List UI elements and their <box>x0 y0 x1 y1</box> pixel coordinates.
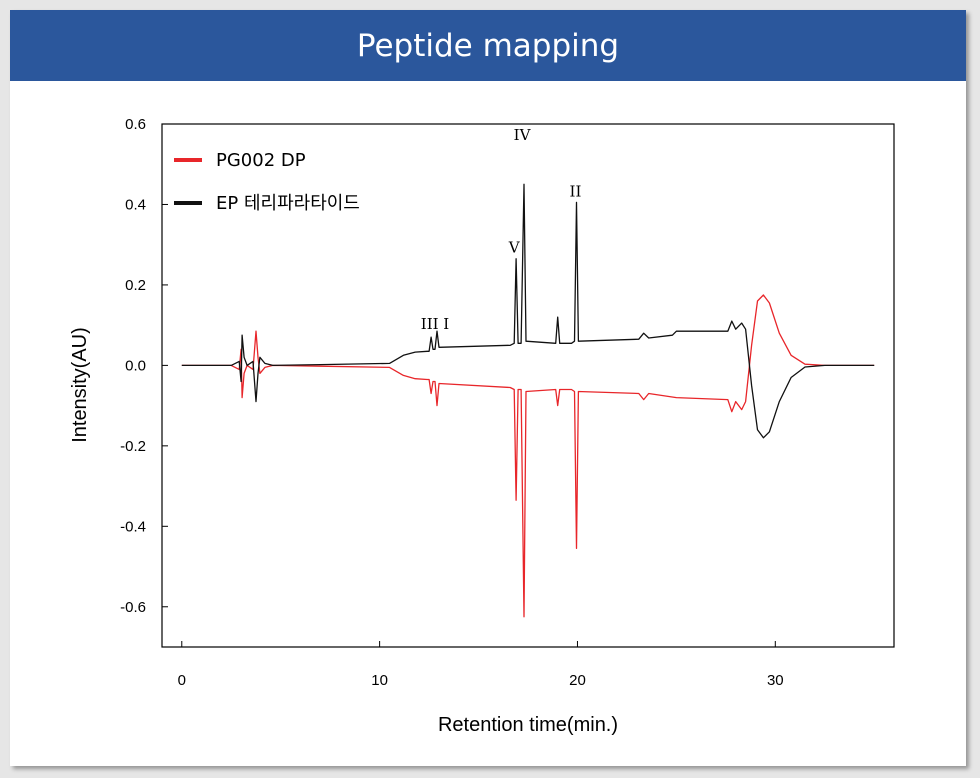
y-tick-label: 0.0 <box>125 357 146 374</box>
y-tick-label: -0.6 <box>120 599 146 616</box>
x-axis: 0 10 20 30 <box>178 641 784 689</box>
title-bar: Peptide mapping <box>10 10 966 81</box>
y-tick-label: -0.4 <box>120 518 146 535</box>
peak-label: IV <box>514 126 532 144</box>
y-tick-label: 0.6 <box>125 116 146 133</box>
peak-label: V <box>508 239 521 257</box>
y-axis: 0.6 0.4 0.2 0.0 -0.2 -0.4 -0.6 <box>120 116 168 616</box>
y-axis-title: Intensity(AU) <box>69 327 91 443</box>
x-tick-label: 20 <box>569 672 586 689</box>
series-line-ep <box>181 183 875 439</box>
plot-area <box>161 123 895 648</box>
x-axis-title: Retention time(min.) <box>438 714 618 736</box>
peak-annotations: III I V IV II <box>421 126 582 333</box>
y-tick-label: 0.2 <box>125 277 146 294</box>
slide: Peptide mapping <box>10 10 966 766</box>
series-lines <box>181 183 875 618</box>
x-tick-label: 10 <box>371 672 388 689</box>
legend: PG002 DP EP 테리파라타이드 <box>174 150 360 214</box>
series-line-pg002 <box>181 294 875 618</box>
legend-label-ep: EP 테리파라타이드 <box>216 193 360 214</box>
y-tick-label: 0.4 <box>125 196 146 213</box>
peak-label: III I <box>421 315 450 333</box>
peak-label: II <box>570 182 582 200</box>
y-tick-label: -0.2 <box>120 438 146 455</box>
x-tick-label: 0 <box>178 672 186 689</box>
legend-label-pg002: PG002 DP <box>216 150 306 171</box>
x-tick-label: 30 <box>767 672 784 689</box>
slide-title: Peptide mapping <box>356 27 620 64</box>
